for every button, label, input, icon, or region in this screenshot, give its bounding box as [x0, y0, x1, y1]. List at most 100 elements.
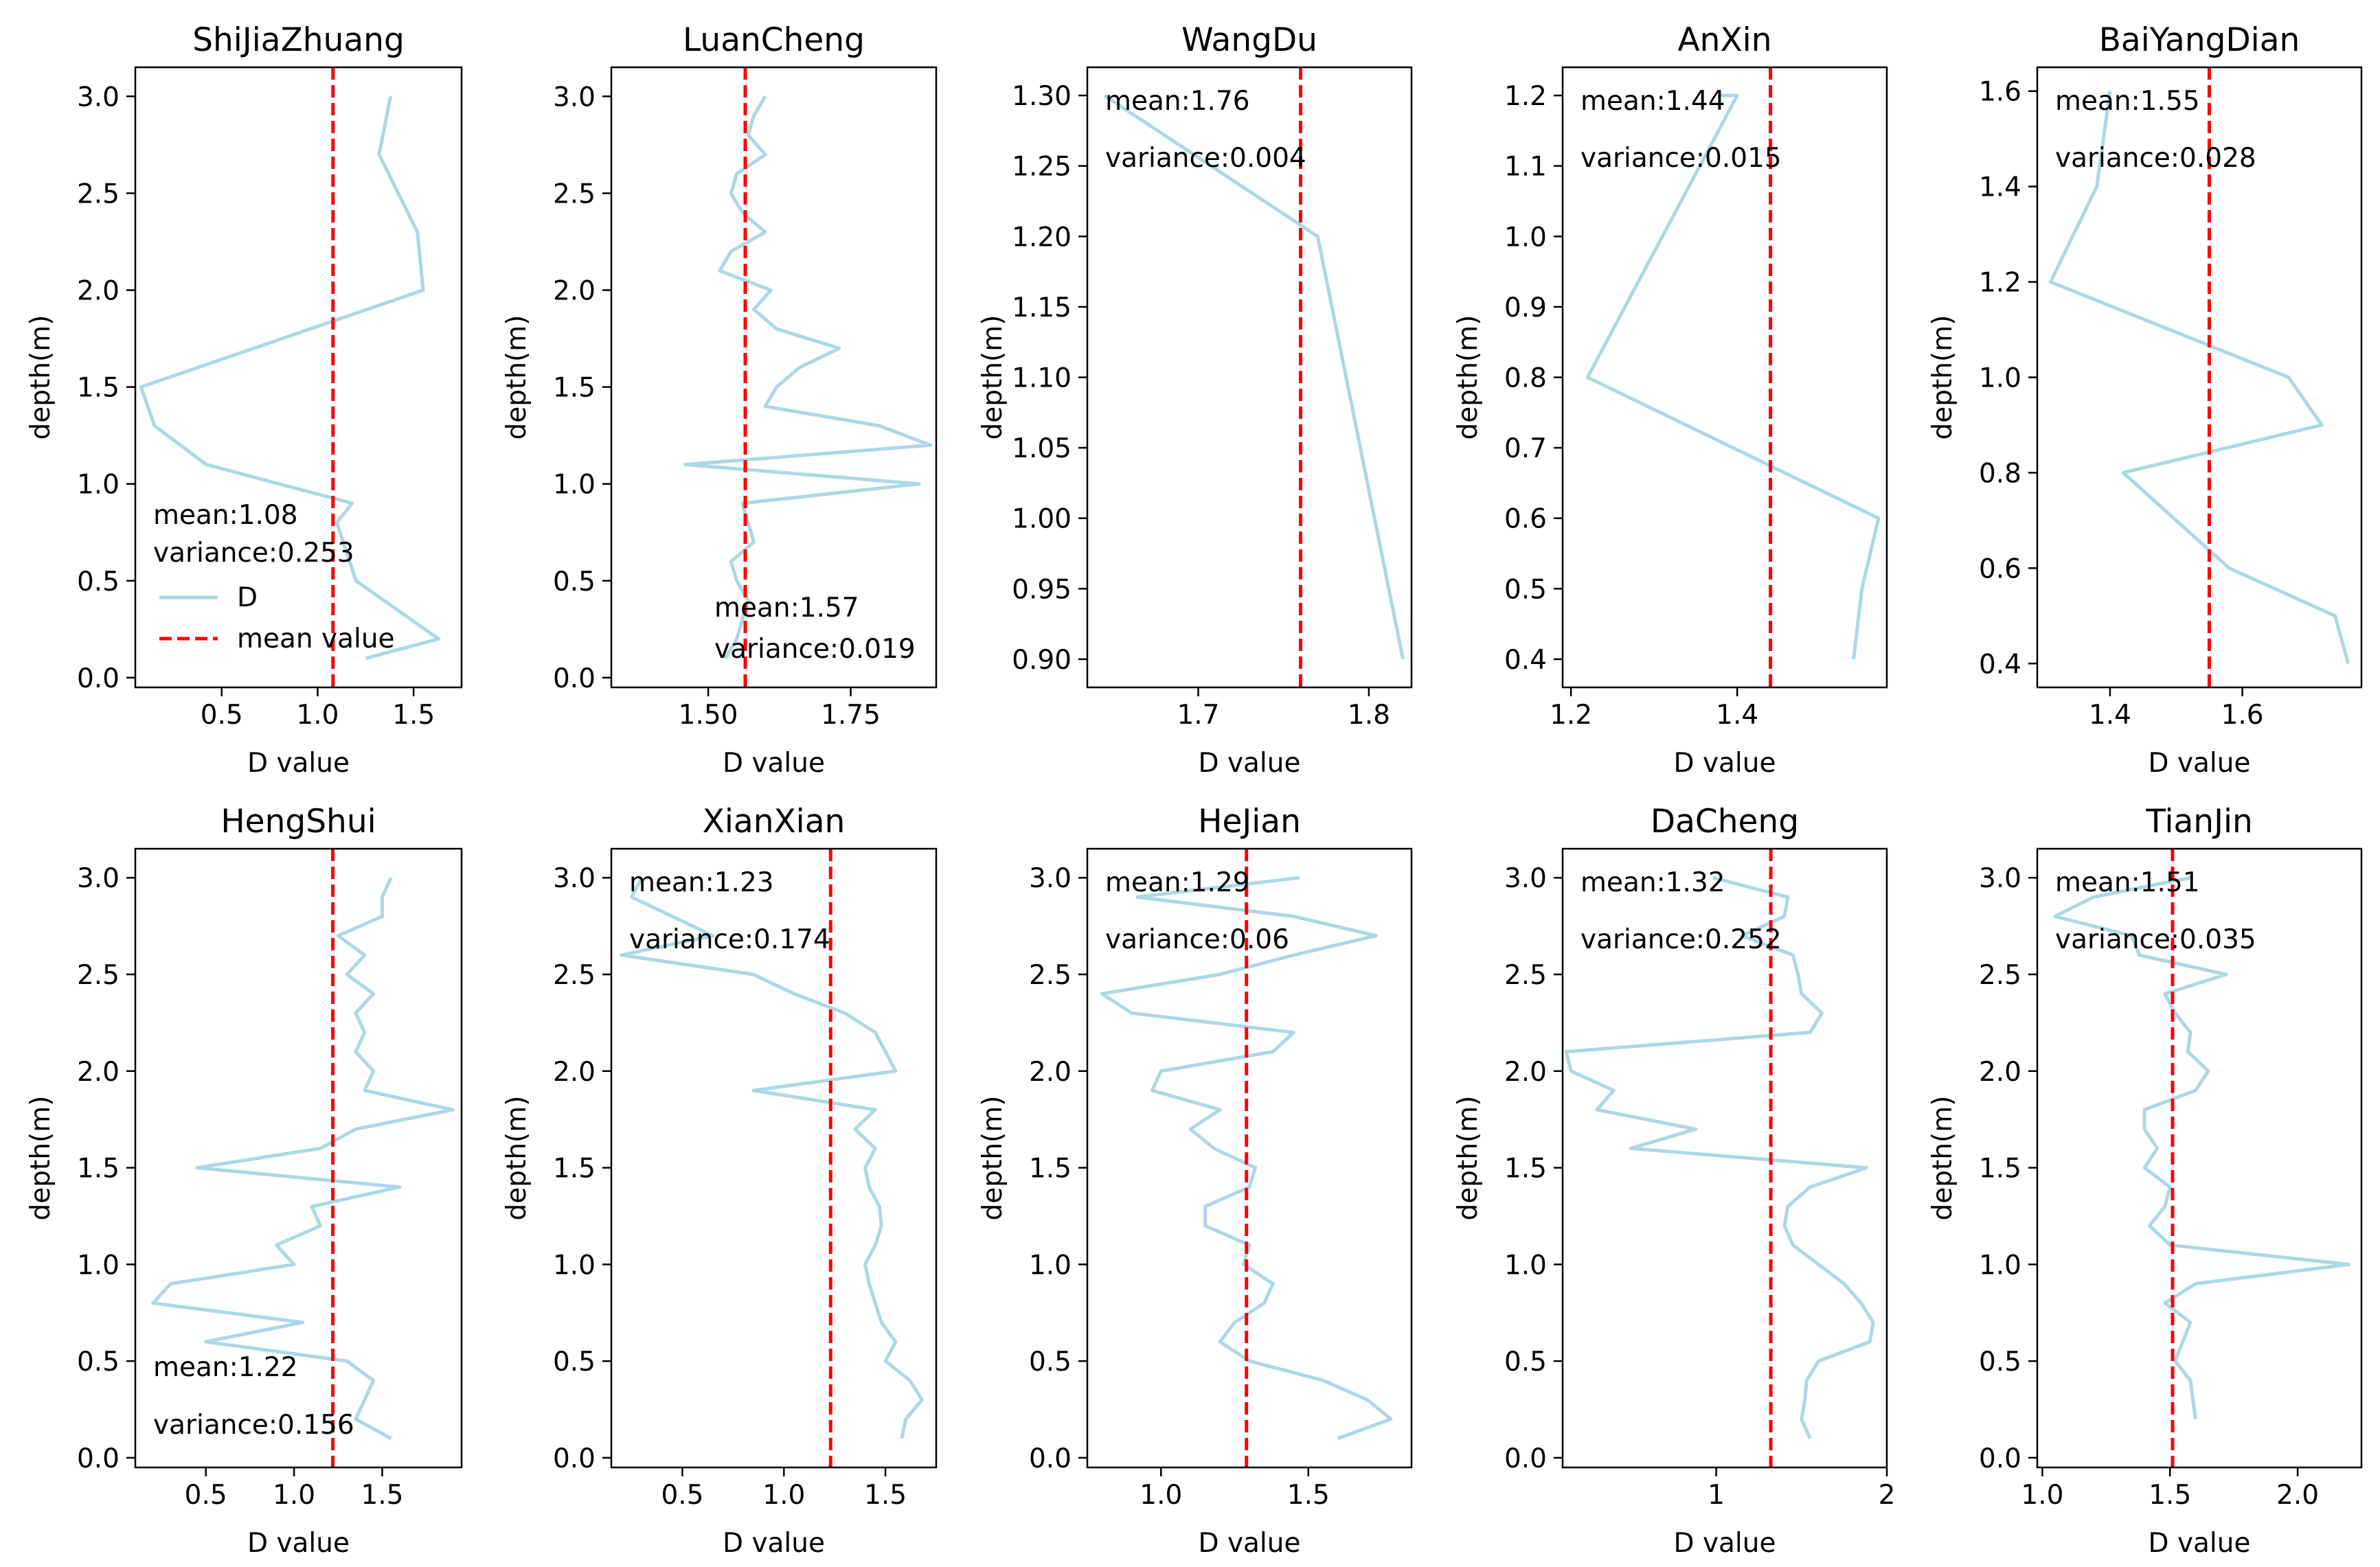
d-value-line — [620, 877, 924, 1439]
x-tick-label: 1.0 — [2021, 1480, 2063, 1511]
panel-title: DaCheng — [1651, 803, 1799, 840]
d-value-line — [683, 95, 933, 659]
y-tick-label: 0.5 — [1979, 1347, 2021, 1377]
y-tick-label: 1.0 — [1504, 222, 1547, 253]
x-axis-label: D value — [1199, 748, 1301, 779]
d-value-line — [2053, 876, 2350, 1419]
panel-luancheng: 1.50 1.75 0.0 0.5 1.0 1.5 2.0 2.5 3.0 LuanCheng D … — [501, 21, 938, 779]
panel-title: XianXian — [703, 803, 846, 840]
x-tick-label: 1.0 — [1140, 1480, 1182, 1511]
y-tick-label: 2.5 — [77, 179, 120, 209]
x-tick-label: 1.7 — [1177, 700, 1219, 731]
x-tick-label: 1.5 — [1287, 1480, 1330, 1511]
y-tick-label: 0.5 — [553, 567, 596, 597]
y-tick-label: 0.4 — [1504, 645, 1547, 676]
panel-baiyangdian: 1.4 1.6 0.4 0.6 0.8 1.0 1.2 1.4 1.6 BaiYangDian D … — [1927, 21, 2363, 779]
y-tick-label: 1.10 — [1012, 363, 1072, 394]
x-tick-label: 1.6 — [2221, 700, 2264, 731]
x-tick-label: 1.8 — [1348, 700, 1390, 731]
panel-wangdu: 1.7 1.8 0.90 0.95 1.00 1.05 1.10 1.15 1.20 1.25 1.… — [977, 21, 1413, 779]
y-tick-label: 2.5 — [1979, 960, 2021, 991]
panel-tianjin: 1.0 1.5 2.0 0.0 0.5 1.0 1.5 2.0 2.5 3.0 TianJin D v… — [1927, 803, 2363, 1559]
y-tick-label: 3.0 — [553, 82, 596, 113]
y-tick-label: 3.0 — [553, 863, 596, 894]
y-axis-label: depth(m) — [977, 315, 1008, 440]
x-tick-label: 1.4 — [1716, 700, 1758, 731]
x-tick-label: 1.5 — [361, 1480, 403, 1511]
y-tick-label: 2.5 — [77, 960, 120, 991]
y-tick-label: 1.15 — [1012, 293, 1072, 323]
d-value-line — [151, 877, 455, 1440]
y-tick-label: 1.2 — [1504, 81, 1547, 112]
y-tick-label: 1.0 — [553, 1250, 596, 1281]
x-axis-label: D value — [723, 1528, 825, 1559]
y-tick-label: 1.5 — [553, 1154, 596, 1185]
panel-hengshui: 0.5 1.0 1.5 0.0 0.5 1.0 1.5 2.0 2.5 3.0 HengShui D … — [25, 803, 463, 1559]
y-tick-label: 0.0 — [553, 1443, 596, 1474]
mean-annotation: mean:1.44 — [1580, 86, 1725, 117]
y-tick-label: 2.5 — [553, 179, 596, 209]
y-axis-label: depth(m) — [1927, 1096, 1958, 1221]
panel-shijiazhuang: 0.5 1.0 1.5 0.0 0.5 1.0 1.5 2.0 2.5 3.0 ShiJiaZhua… — [25, 21, 463, 779]
y-axis-label: depth(m) — [25, 315, 56, 440]
y-tick-label: 1.1 — [1504, 152, 1547, 183]
x-tick-label: 2.0 — [2276, 1480, 2319, 1511]
panel-title: TianJin — [2145, 803, 2253, 840]
y-tick-label: 2.0 — [77, 1057, 120, 1088]
legend-mean-label: mean value — [237, 624, 395, 654]
y-tick-label: 1.4 — [1979, 172, 2021, 203]
d-value-line — [139, 95, 440, 661]
y-tick-label: 0.0 — [553, 663, 596, 694]
y-tick-label: 0.8 — [1979, 458, 2021, 489]
mean-annotation: mean:1.08 — [153, 500, 298, 531]
d-value-line — [2048, 91, 2350, 664]
axes-frame — [134, 847, 463, 1469]
y-tick-label: 2.5 — [1029, 960, 1072, 991]
axes-frame — [1561, 847, 1888, 1469]
panel-title: BaiYangDian — [2099, 21, 2300, 59]
y-tick-label: 1.0 — [1979, 363, 2021, 394]
panel-hejian: 1.0 1.5 0.0 0.5 1.0 1.5 2.0 2.5 3.0 HeJian D value… — [977, 803, 1413, 1559]
y-tick-label: 0.0 — [1979, 1443, 2021, 1474]
y-axis-label: depth(m) — [977, 1096, 1008, 1221]
y-tick-label: 1.25 — [1012, 152, 1072, 183]
variance-annotation: variance:0.004 — [1105, 143, 1306, 174]
x-axis-label: D value — [2149, 748, 2251, 779]
axes-frame — [1086, 847, 1413, 1469]
y-tick-label: 1.00 — [1012, 504, 1072, 535]
y-tick-label: 0.5 — [77, 567, 120, 597]
variance-annotation: variance:0.015 — [1580, 143, 1782, 174]
x-tick-label: 1 — [1708, 1480, 1725, 1511]
y-tick-label: 2.5 — [553, 960, 596, 991]
x-axis-label: D value — [1674, 1528, 1776, 1559]
panel-title: LuanCheng — [683, 21, 865, 59]
y-axis-label: depth(m) — [501, 315, 532, 440]
y-tick-label: 1.5 — [1979, 1154, 2021, 1185]
y-tick-label: 3.0 — [77, 82, 120, 113]
y-tick-label: 0.95 — [1012, 574, 1072, 605]
x-axis-label: D value — [2149, 1528, 2251, 1559]
y-tick-label: 0.0 — [77, 663, 120, 694]
mean-annotation: mean:1.29 — [1105, 867, 1250, 898]
panel-title: WangDu — [1181, 21, 1317, 59]
y-tick-label: 1.5 — [77, 373, 120, 404]
y-tick-label: 1.0 — [77, 470, 120, 501]
variance-annotation: variance:0.156 — [153, 1410, 354, 1441]
y-axis-label: depth(m) — [25, 1096, 56, 1221]
y-tick-label: 2.0 — [77, 276, 120, 307]
axes-frame — [134, 66, 463, 689]
y-tick-label: 1.0 — [1504, 1250, 1547, 1281]
y-tick-label: 0.6 — [1979, 553, 2021, 584]
y-tick-label: 0.5 — [1504, 574, 1547, 605]
variance-annotation: variance:0.252 — [1580, 924, 1782, 955]
mean-annotation: mean:1.55 — [2055, 86, 2200, 117]
x-tick-label: 1.5 — [2149, 1480, 2191, 1511]
variance-annotation: variance:0.253 — [153, 538, 354, 569]
legend-d-label: D — [237, 582, 258, 613]
x-axis-label: D value — [247, 748, 350, 779]
panel-title: HeJian — [1198, 803, 1301, 840]
x-axis-label: D value — [1674, 748, 1776, 779]
y-tick-label: 1.0 — [553, 470, 596, 501]
